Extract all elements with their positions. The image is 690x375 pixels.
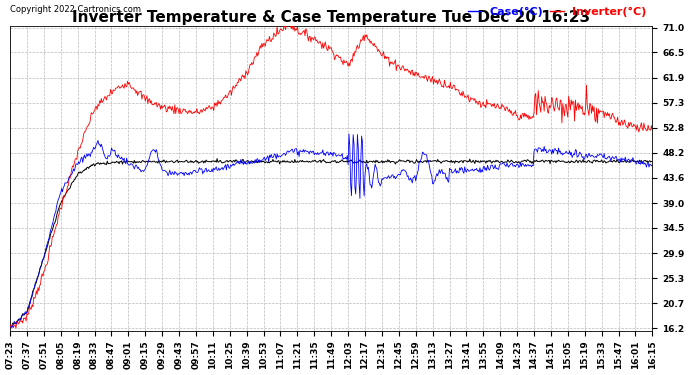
Legend: Case(°C), Inverter(°C): Case(°C), Inverter(°C) <box>468 7 647 17</box>
Title: Inverter Temperature & Case Temperature Tue Dec 20 16:23: Inverter Temperature & Case Temperature … <box>72 10 590 25</box>
Text: Copyright 2022 Cartronics.com: Copyright 2022 Cartronics.com <box>10 5 141 14</box>
